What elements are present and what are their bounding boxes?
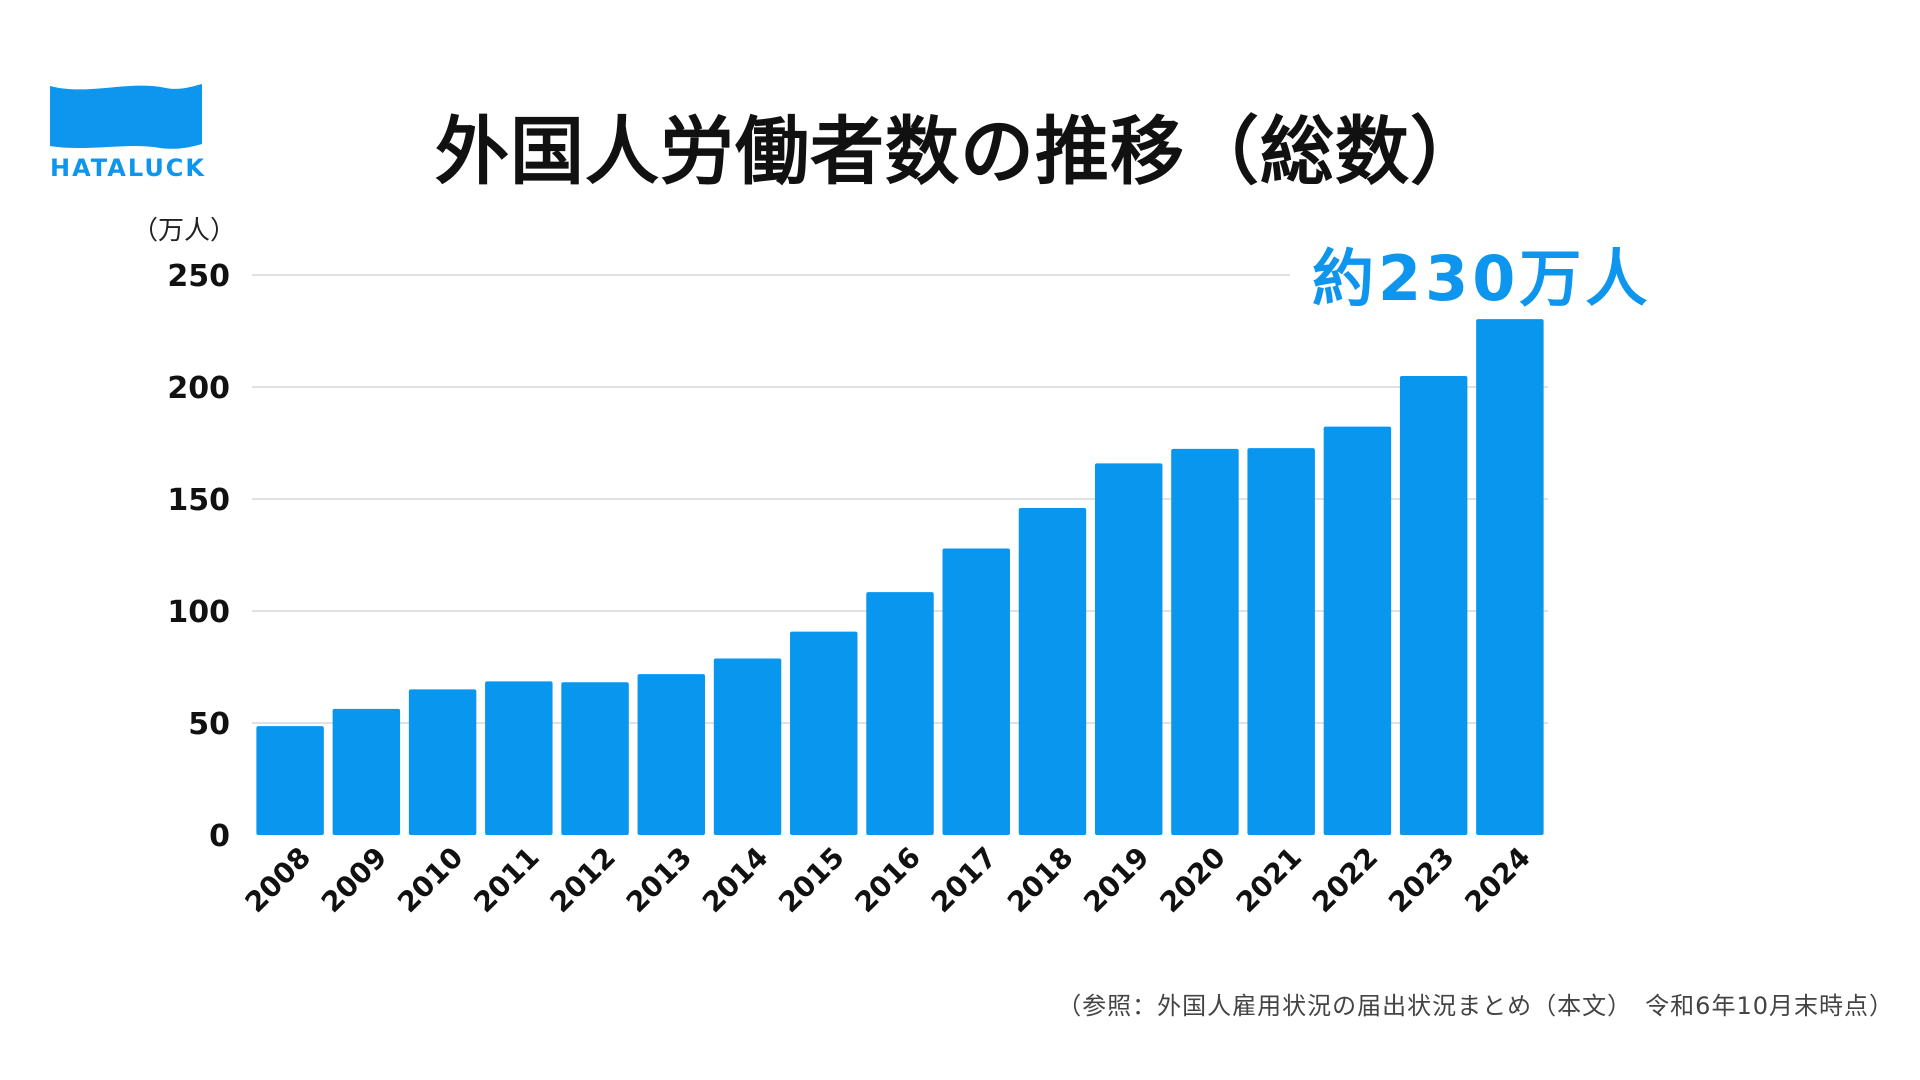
x-tick-label: 2016 (849, 841, 927, 919)
x-tick-label: 2011 (467, 841, 545, 919)
bar-2016 (866, 592, 934, 835)
bar-2022 (1323, 426, 1392, 835)
x-tick-label: 2022 (1306, 841, 1384, 919)
bar-2014 (713, 658, 782, 835)
y-tick-label: 150 (167, 483, 230, 518)
bar-2013 (637, 674, 706, 835)
x-tick-label: 2009 (315, 841, 393, 919)
x-tick-label: 2008 (239, 841, 317, 919)
bar-2023 (1399, 376, 1468, 835)
brand-name: HATALUCK (50, 154, 207, 182)
x-tick-label: 2019 (1077, 841, 1155, 919)
x-tick-label: 2015 (772, 841, 850, 919)
bar-2011 (485, 681, 553, 835)
y-tick-label: 250 (167, 259, 230, 294)
x-tick-label: 2024 (1458, 841, 1536, 919)
x-tick-label: 2012 (544, 841, 622, 919)
bar-2010 (408, 689, 477, 835)
bar-2012 (561, 682, 629, 835)
y-tick-label: 100 (167, 595, 230, 630)
bar-2015 (790, 631, 858, 835)
x-tick-label: 2017 (925, 841, 1003, 919)
bars (256, 319, 1544, 835)
x-tick-label: 2021 (1230, 841, 1308, 919)
source-note: （参照：外国人雇用状況の届出状況まとめ（本文） 令和6年10月末時点） (1057, 992, 1894, 1020)
bar-2019 (1094, 463, 1163, 835)
y-tick-label: 50 (188, 707, 230, 742)
x-axis-ticks: 2008200920102011201220132014201520162017… (239, 841, 1537, 919)
x-tick-label: 2018 (1001, 841, 1079, 919)
wave-flag-icon (50, 84, 202, 149)
y-tick-label: 200 (167, 371, 230, 406)
bar-2020 (1171, 448, 1239, 835)
x-tick-label: 2014 (696, 841, 774, 919)
chart-title: 外国人労働者数の推移（総数） (435, 109, 1485, 195)
bar-2024 (1476, 319, 1544, 835)
bar-2008 (256, 726, 324, 835)
bar-2021 (1247, 448, 1315, 835)
latest-value-callout: 約230万人 (1312, 242, 1652, 315)
bar-2018 (1018, 507, 1087, 835)
bar-2017 (942, 548, 1010, 835)
y-axis-unit-label: （万人） (132, 216, 237, 246)
x-tick-label: 2013 (620, 841, 698, 919)
y-axis-ticks: 0 50 100 150 200 250 (167, 259, 230, 854)
x-tick-label: 2023 (1382, 841, 1460, 919)
bar-2009 (332, 708, 401, 835)
x-tick-label: 2010 (391, 841, 469, 919)
x-tick-label: 2020 (1153, 841, 1231, 919)
y-tick-label: 0 (209, 819, 230, 854)
